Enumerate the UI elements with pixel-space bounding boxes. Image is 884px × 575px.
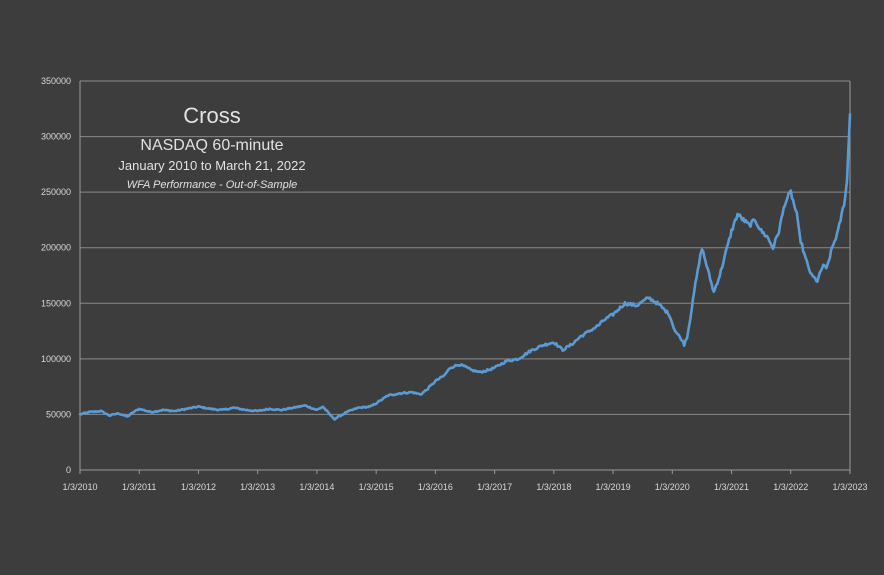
y-tick-label: 350000: [41, 76, 71, 86]
gridlines: [80, 80, 850, 415]
x-tick-label: 1/3/2022: [773, 482, 808, 492]
x-tick-label: 1/3/2014: [299, 482, 334, 492]
series-layer: [78, 113, 852, 421]
x-tick-label: 1/3/2013: [240, 482, 275, 492]
y-tick-label: 200000: [41, 243, 71, 253]
y-tick-label: 300000: [41, 132, 71, 142]
y-tick-label: 250000: [41, 187, 71, 197]
tick-labels: 0 50000 100000 150000 200000 250000 300000 3500…: [41, 76, 868, 492]
x-tick-label: 1/3/2010: [62, 482, 97, 492]
axes: [79, 81, 851, 474]
chart-note: WFA Performance - Out-of-Sample: [127, 179, 298, 191]
x-tick-label: 1/3/2020: [655, 482, 690, 492]
chart-date-range: January 2010 to March 21, 2022: [118, 158, 305, 173]
y-tick-label: 150000: [41, 298, 71, 308]
x-tick-label: 1/3/2018: [536, 482, 571, 492]
x-tick-label: 1/3/2016: [418, 482, 453, 492]
chart-subtitle: NASDAQ 60-minute: [140, 137, 283, 154]
x-tick-label: 1/3/2011: [122, 482, 156, 492]
chart-title: Cross: [183, 103, 240, 128]
x-tick-label: 1/3/2012: [181, 482, 216, 492]
x-tick-label: 1/3/2023: [832, 482, 867, 492]
y-tick-label: 50000: [46, 409, 71, 419]
x-tick-label: 1/3/2021: [714, 482, 749, 492]
y-tick-label: 100000: [41, 354, 71, 364]
x-tick-label: 1/3/2015: [359, 482, 394, 492]
x-tick-label: 1/3/2019: [596, 482, 631, 492]
y-tick-label: 0: [66, 465, 71, 475]
equity-curve-line: [78, 113, 852, 421]
x-tick-label: 1/3/2017: [477, 482, 512, 492]
